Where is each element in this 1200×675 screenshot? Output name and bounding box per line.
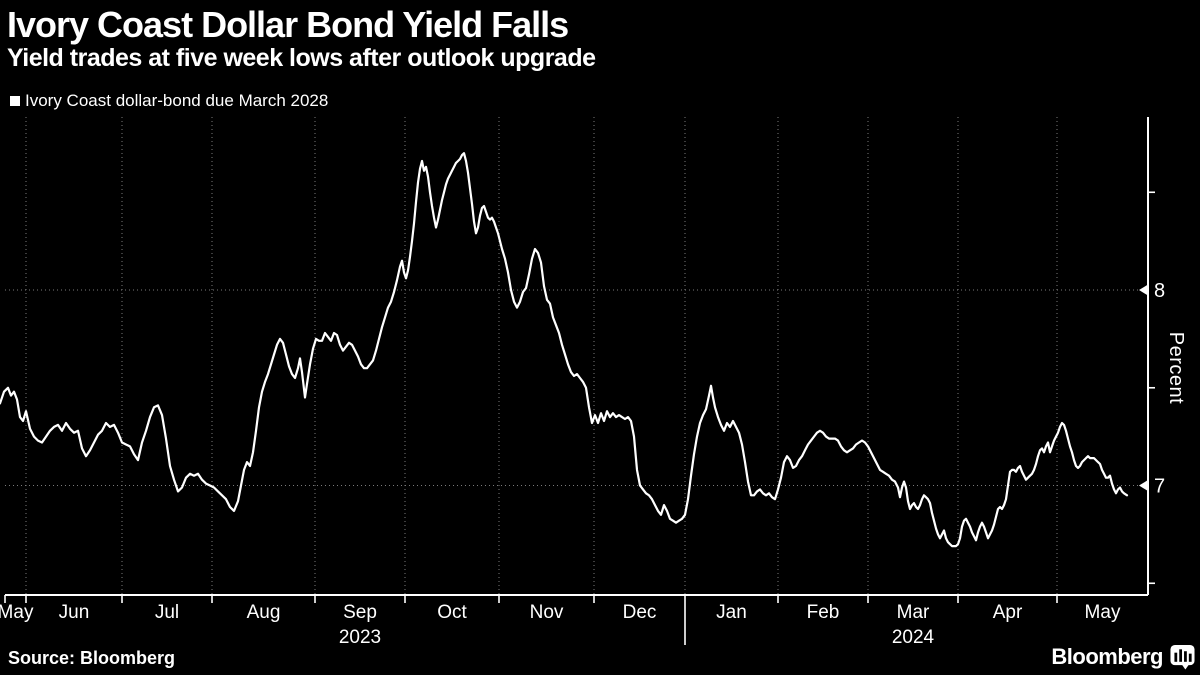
month-label: Sep <box>343 602 377 623</box>
month-label: Feb <box>807 602 840 623</box>
month-label: Jul <box>155 602 179 623</box>
bloomberg-logo: Bloomberg <box>1051 644 1195 670</box>
month-label: Jan <box>716 602 747 623</box>
bloomberg-terminal-icon <box>1170 644 1195 670</box>
chart-title: Ivory Coast Dollar Bond Yield Falls <box>7 4 569 45</box>
month-label: Mar <box>897 602 930 623</box>
year-label: 2023 <box>339 627 381 648</box>
bloomberg-wordmark: Bloomberg <box>1051 644 1163 669</box>
source-note: Source: Bloomberg <box>8 648 176 668</box>
year-label: 2024 <box>892 627 935 648</box>
y-tick-label: 7 <box>1154 476 1165 498</box>
legend-swatch-icon <box>10 96 20 106</box>
month-label: Aug <box>247 602 281 623</box>
month-label: Jun <box>59 602 90 623</box>
y-tick-arrow-icon <box>1139 284 1148 296</box>
month-label: Dec <box>623 602 657 623</box>
month-label: Apr <box>993 602 1023 623</box>
month-label: May <box>0 602 34 623</box>
legend-label: Ivory Coast dollar-bond due March 2028 <box>25 91 329 110</box>
month-label: May <box>1085 602 1121 623</box>
legend: Ivory Coast dollar-bond due March 2028 <box>10 91 328 111</box>
y-tick-arrow-icon <box>1139 480 1148 492</box>
month-label: Oct <box>437 602 467 623</box>
y-tick-label: 8 <box>1154 280 1165 302</box>
chart-subtitle: Yield trades at five week lows after out… <box>7 44 596 72</box>
y-axis-title: Percent <box>1165 332 1187 404</box>
yield-line <box>0 152 1129 548</box>
month-label: Nov <box>530 602 564 623</box>
